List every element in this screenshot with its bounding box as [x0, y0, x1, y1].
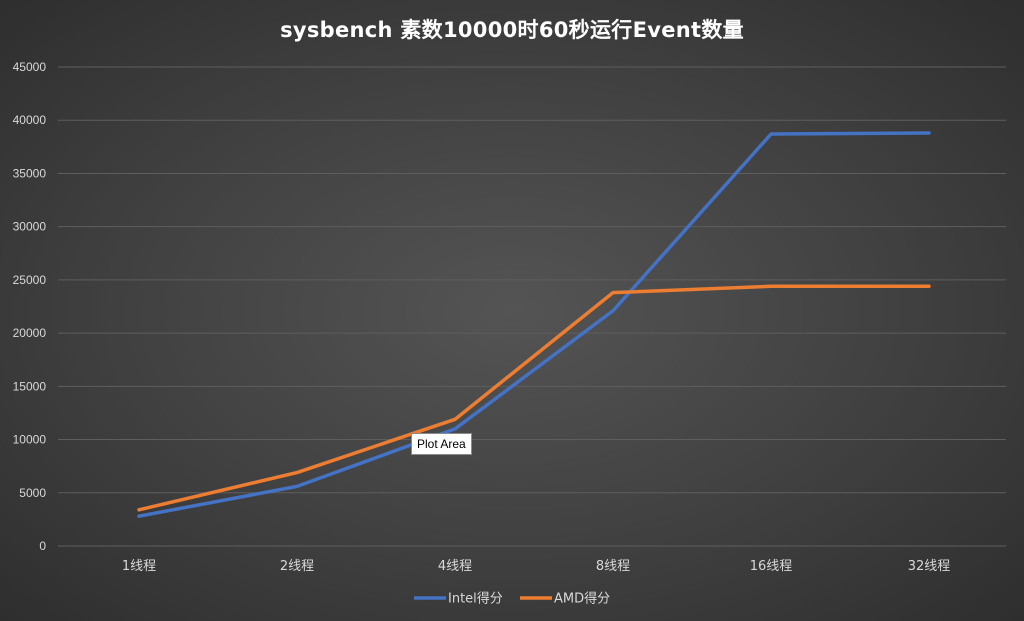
- legend-label: Intel得分: [448, 591, 503, 607]
- y-tick-label: 20000: [13, 326, 47, 340]
- x-tick-label: 4线程: [438, 559, 472, 574]
- y-tick-label: 30000: [13, 220, 47, 234]
- plot-area-tooltip: Plot Area: [411, 433, 472, 455]
- y-tick-label: 45000: [13, 60, 47, 74]
- y-tick-label: 5000: [19, 486, 46, 500]
- series-line-intel[interactable]: [137, 131, 931, 518]
- y-tick-label: 40000: [13, 113, 47, 127]
- y-tick-label: 25000: [13, 273, 47, 287]
- legend-label: AMD得分: [554, 591, 610, 607]
- x-tick-label: 16线程: [750, 559, 793, 574]
- chart-title: sysbench 素数10000时60秒运行Event数量: [280, 18, 744, 42]
- y-tick-label: 10000: [13, 433, 47, 447]
- y-tick-label: 35000: [13, 166, 47, 180]
- x-tick-label: 8线程: [596, 559, 630, 574]
- y-tick-label: 15000: [13, 379, 47, 393]
- x-tick-label: 32线程: [908, 559, 951, 574]
- x-tick-label: 1线程: [122, 559, 156, 574]
- x-tick-label: 2线程: [280, 559, 314, 574]
- series-line-amd[interactable]: [137, 284, 931, 512]
- y-tick-label: 0: [39, 539, 46, 553]
